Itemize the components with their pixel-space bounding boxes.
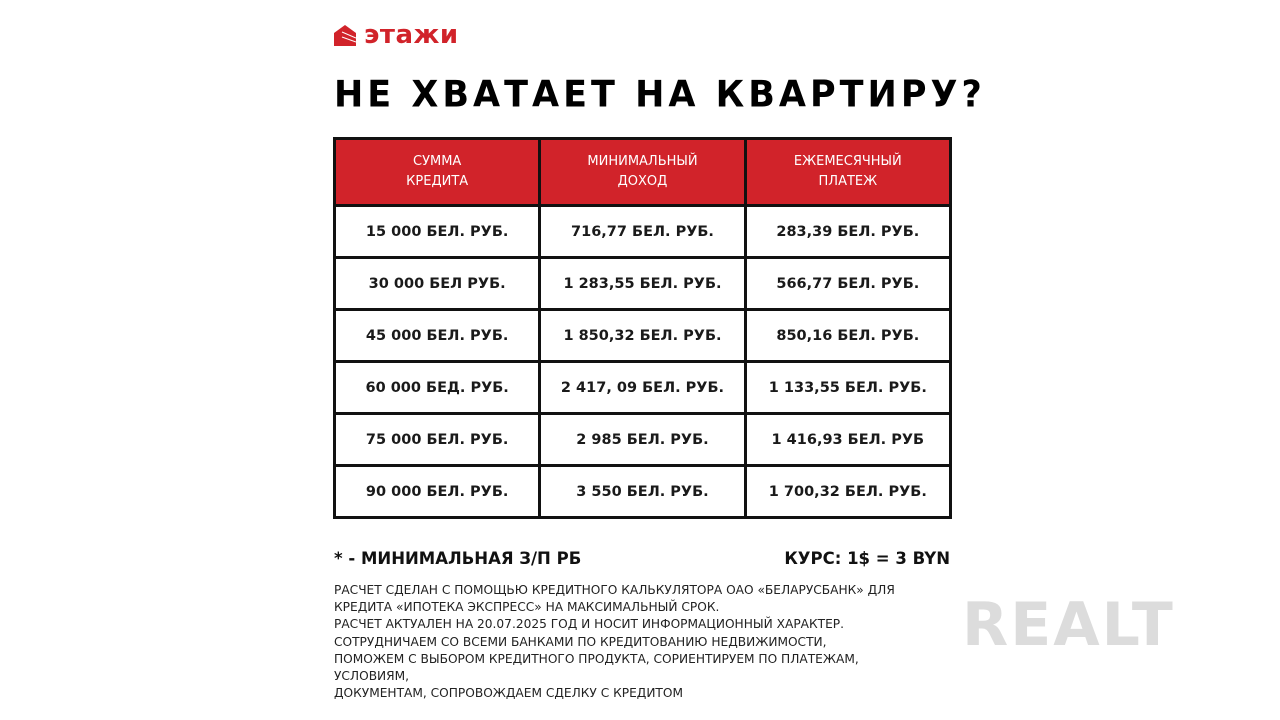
- table-cell: 90 000 БЕЛ. РУБ.: [332, 464, 542, 519]
- header-min-income: МИНИМАЛЬНЫЙ ДОХОД: [538, 137, 747, 207]
- table-row: 75 000 БЕЛ. РУБ. 2 985 БЕЛ. РУБ. 1 416,93 …: [332, 412, 953, 467]
- info-line: ПОМОЖЕМ С ВЫБОРОМ КРЕДИТНОГО ПРОДУКТА, С…: [334, 651, 859, 666]
- building-icon: [334, 25, 356, 46]
- table-cell: 45 000 БЕЛ. РУБ.: [332, 308, 542, 363]
- table-cell: 2 417, 09 БЕЛ. РУБ.: [538, 360, 747, 415]
- table-cell: 3 550 БЕЛ. РУБ.: [538, 464, 747, 519]
- credit-table: СУММА КРЕДИТА МИНИМАЛЬНЫЙ ДОХОД ЕЖЕМЕСЯЧ…: [332, 137, 953, 519]
- info-line: УСЛОВИЯМ,: [334, 669, 410, 684]
- table-cell: 2 985 БЕЛ. РУБ.: [538, 412, 747, 467]
- table-cell: 1 133,55 БЕЛ. РУБ.: [743, 360, 953, 415]
- table-header-row: СУММА КРЕДИТА МИНИМАЛЬНЫЙ ДОХОД ЕЖЕМЕСЯЧ…: [332, 137, 953, 207]
- table-cell: 283,39 БЕЛ. РУБ.: [743, 204, 953, 259]
- table-row: 60 000 БЕД. РУБ. 2 417, 09 БЕЛ. РУБ. 1 133…: [332, 360, 953, 415]
- table-cell: 1 416,93 БЕЛ. РУБ: [743, 412, 953, 467]
- table-cell: 850,16 БЕЛ. РУБ.: [743, 308, 953, 363]
- table-cell: 566,77 БЕЛ. РУБ.: [743, 256, 953, 311]
- table-cell: 1 283,55 БЕЛ. РУБ.: [538, 256, 747, 311]
- exchange-rate: КУРС: 1$ = 3 BYN: [784, 549, 950, 568]
- footnote: * - МИНИМАЛЬНАЯ З/П РБ: [334, 549, 582, 568]
- info-line: СОТРУДНИЧАЕМ СО ВСЕМИ БАНКАМИ ПО КРЕДИТО…: [334, 634, 827, 649]
- table-cell: 15 000 БЕЛ. РУБ.: [332, 204, 542, 259]
- table-cell: 1 700,32 БЕЛ. РУБ.: [743, 464, 953, 519]
- table-cell: 75 000 БЕЛ. РУБ.: [332, 412, 542, 467]
- info-line: РАСЧЕТ АКТУАЛЕН НА 20.07.2025 ГОД И НОСИ…: [334, 617, 845, 632]
- header-monthly-payment: ЕЖЕМЕСЯЧНЫЙ ПЛАТЕЖ: [743, 137, 953, 207]
- watermark-logo: REALT: [962, 590, 1175, 660]
- page-title: НЕ ХВАТАЕТ НА КВАРТИРУ?: [334, 74, 986, 116]
- info-line: ДОКУМЕНТАМ, СОПРОВОЖДАЕМ СДЕЛКУ С КРЕДИТ…: [334, 686, 683, 701]
- info-line: РАСЧЕТ СДЕЛАН С ПОМОЩЬЮ КРЕДИТНОГО КАЛЬК…: [334, 583, 895, 597]
- header-loan-amount: СУММА КРЕДИТА: [332, 137, 542, 207]
- brand-name: этажи: [364, 20, 459, 50]
- table-cell: 30 000 БЕЛ РУБ.: [332, 256, 542, 311]
- table-cell: 60 000 БЕД. РУБ.: [332, 360, 542, 415]
- info-text: РАСЧЕТ СДЕЛАН С ПОМОЩЬЮ КРЕДИТНОГО КАЛЬК…: [334, 582, 895, 702]
- table-row: 30 000 БЕЛ РУБ. 1 283,55 БЕЛ. РУБ. 566,77 …: [332, 256, 953, 311]
- table-cell: 716,77 БЕЛ. РУБ.: [538, 204, 747, 259]
- table-row: 90 000 БЕЛ. РУБ. 3 550 БЕЛ. РУБ. 1 700,32 …: [332, 464, 953, 519]
- table-row: 15 000 БЕЛ. РУБ. 716,77 БЕЛ. РУБ. 283,39 Б…: [332, 204, 953, 259]
- table-cell: 1 850,32 БЕЛ. РУБ.: [538, 308, 747, 363]
- table-row: 45 000 БЕЛ. РУБ. 1 850,32 БЕЛ. РУБ. 850,16…: [332, 308, 953, 363]
- info-line: КРЕДИТА «ИПОТЕКА ЭКСПРЕСС» НА МАКСИМАЛЬН…: [334, 600, 720, 615]
- brand-logo: этажи: [334, 20, 459, 50]
